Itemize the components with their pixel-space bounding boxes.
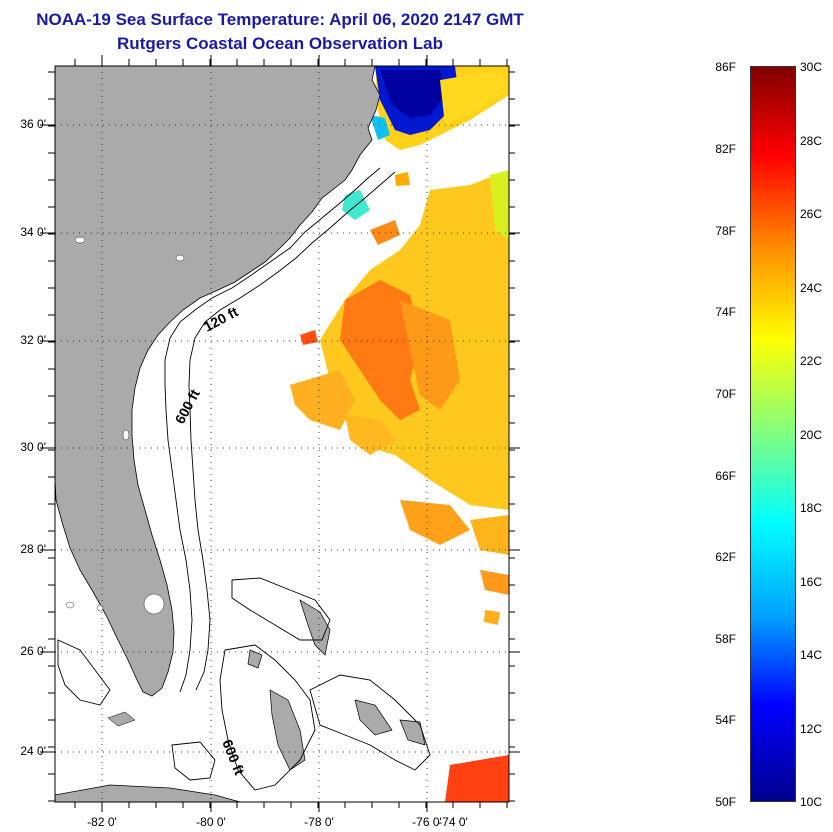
colorbar-c-label: 10C xyxy=(800,795,823,809)
colorbar-f-label: 70F xyxy=(715,387,736,401)
colorbar-f-label: 62F xyxy=(715,550,736,564)
colorbar-f-label: 78F xyxy=(715,224,736,238)
colorbar-c-label: 16C xyxy=(800,575,823,589)
graticule xyxy=(55,66,509,802)
colorbar-f-label: 66F xyxy=(715,469,736,483)
chart-title: NOAA-19 Sea Surface Temperature: April 0… xyxy=(36,10,524,29)
inland-water xyxy=(65,236,185,615)
lat-label: 30 0' xyxy=(20,440,46,454)
lon-label: -80 0' xyxy=(196,815,226,829)
colorbar-f-label: 54F xyxy=(715,713,736,727)
chart-subtitle: Rutgers Coastal Ocean Observation Lab xyxy=(117,34,443,53)
lon-label: -78 0' xyxy=(304,815,334,829)
land-cuba xyxy=(55,784,241,802)
colorbar-c-label: 20C xyxy=(800,428,823,442)
colorbar xyxy=(750,66,796,802)
colorbar-f-label: 74F xyxy=(715,305,736,319)
lat-label: 32 0' xyxy=(20,333,46,347)
colorbar-f-label: 50F xyxy=(715,795,736,809)
colorbar-c-label: 24C xyxy=(800,281,823,295)
lat-label: 26 0' xyxy=(20,644,46,658)
lat-label: 28 0' xyxy=(20,542,46,556)
colorbar-c-label: 18C xyxy=(800,501,823,515)
colorbar-c-label: 12C xyxy=(800,722,823,736)
minor-ticks xyxy=(48,59,515,808)
colorbar-f-label: 82F xyxy=(715,142,736,156)
colorbar-f-label: 86F xyxy=(715,60,736,74)
colorbar-f-label: 58F xyxy=(715,632,736,646)
colorbar-c-label: 28C xyxy=(800,134,823,148)
colorbar-c-label: 22C xyxy=(800,354,823,368)
land-bahamas xyxy=(247,599,426,771)
lat-label: 24 0' xyxy=(20,744,46,758)
colorbar-c-label: 14C xyxy=(800,648,823,662)
lon-label: -74 0' xyxy=(438,815,468,829)
colorbar-c-label: 26C xyxy=(800,207,823,221)
land-mainland xyxy=(55,66,381,697)
lat-label: 36 0' xyxy=(20,117,46,131)
land-keys xyxy=(107,711,136,727)
colorbar-c-label: 30C xyxy=(800,60,823,74)
map-frame xyxy=(54,65,510,803)
lon-label: -82 0' xyxy=(87,815,117,829)
lon-label: -76 0' xyxy=(412,815,442,829)
lat-label: 34 0' xyxy=(20,225,46,239)
sst-patches xyxy=(262,66,509,802)
depth-contours xyxy=(57,167,431,791)
